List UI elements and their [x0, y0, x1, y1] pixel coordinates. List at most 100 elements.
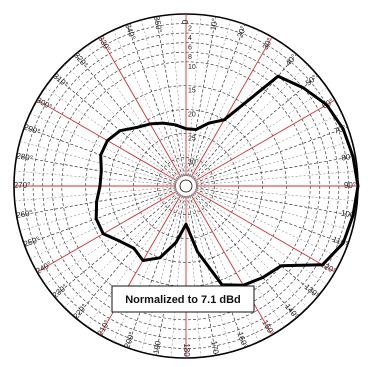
angle-spoke — [19, 188, 177, 231]
angle-spoke — [189, 24, 246, 177]
radial-tick-labels: 2 4 6 8 10 15 20 25 30 — [188, 26, 196, 167]
angle-spoke — [195, 155, 356, 185]
angle-spoke — [187, 195, 217, 356]
angle-spoke — [19, 141, 177, 184]
angle-spoke — [195, 141, 353, 184]
angle-tick-label: 0 — [181, 19, 190, 24]
angle-tick-label: 180 — [182, 343, 191, 357]
angle-spoke — [141, 195, 184, 353]
angle-tick-label: 140° — [283, 302, 301, 320]
pattern-line — [94, 74, 360, 287]
radial-tick-label: 10 — [188, 64, 196, 71]
angle-tick-label: 350° — [152, 15, 164, 33]
angle-spoke — [75, 54, 180, 179]
radial-tick-label: 25 — [188, 135, 196, 142]
angle-spoke — [189, 195, 246, 348]
angle-spoke — [113, 194, 183, 342]
angle-spoke — [189, 194, 259, 342]
pattern-series — [94, 74, 360, 287]
radial-tick-label: 20 — [188, 112, 196, 119]
angle-tick-label: 80° — [341, 152, 354, 163]
radial-tick-label: 6 — [188, 45, 192, 52]
angle-spoke — [195, 187, 356, 217]
angle-tick-label: 190 — [152, 340, 163, 355]
angle-tick-label: 250° — [22, 235, 41, 249]
angle-tick-label: 300° — [35, 96, 54, 112]
angle-tick-label: 280° — [16, 151, 34, 163]
angle-spoke — [87, 194, 181, 328]
angle-tick-label: 130° — [303, 282, 321, 300]
radial-tick-label: 15 — [188, 88, 196, 95]
angle-spoke — [87, 44, 181, 178]
angle-spoke — [192, 192, 308, 308]
angle-spoke — [195, 189, 348, 246]
angle-spoke — [170, 14, 186, 177]
radial-tick-label: 30 — [188, 159, 196, 166]
angle-tick-label: 100 — [340, 209, 355, 220]
angle-spoke — [64, 192, 180, 308]
angle-spoke — [99, 194, 182, 336]
angle-spoke — [99, 36, 182, 178]
angle-tick-label: 30° — [261, 36, 275, 51]
angle-spoke — [188, 19, 231, 177]
angle-tick-label: 20° — [235, 25, 248, 39]
angle-tick-label: 270° — [14, 181, 31, 190]
annotation-text: Normalized to 7.1 dBd — [125, 294, 241, 306]
angle-spoke — [14, 186, 177, 202]
angle-spoke — [194, 87, 328, 181]
angle-spoke — [14, 170, 177, 186]
angle-spoke — [141, 19, 184, 177]
radial-tick-label: 4 — [188, 35, 192, 42]
angle-spoke — [193, 75, 318, 180]
radial-tick-label: 2 — [188, 26, 192, 33]
angle-spoke — [191, 44, 285, 178]
angle-tick-label: 210° — [96, 318, 112, 337]
annotation-box — [111, 285, 255, 313]
angle-spoke — [190, 194, 273, 336]
angle-spoke — [190, 36, 273, 178]
angle-spoke — [189, 30, 259, 178]
angle-spoke — [188, 195, 231, 353]
angle-spoke — [187, 16, 217, 177]
angle-spoke — [36, 190, 178, 273]
angle-spoke — [186, 14, 202, 177]
angle-spoke — [194, 190, 336, 273]
angle-spoke — [30, 189, 178, 259]
angle-spoke — [155, 16, 185, 177]
angle-spoke — [126, 24, 183, 177]
angle-spoke — [24, 189, 177, 246]
angle-spoke — [192, 54, 297, 179]
angle-spoke — [192, 193, 297, 318]
angle-spoke — [194, 189, 342, 259]
angle-spoke — [195, 170, 358, 186]
angle-spoke — [126, 195, 183, 348]
angle-spoke — [170, 195, 186, 358]
angle-spoke — [113, 30, 183, 178]
angle-spoke — [195, 126, 348, 183]
angle-spoke — [54, 75, 179, 180]
angle-spoke — [44, 87, 178, 181]
angle-spoke — [155, 195, 185, 356]
angle-spoke — [195, 188, 353, 231]
angle-spoke — [195, 186, 358, 202]
angle-spoke — [186, 195, 202, 358]
angle-spoke — [194, 113, 342, 183]
angle-tick-label: 90° — [344, 181, 356, 190]
angle-spoke — [75, 193, 180, 318]
angle-tick-label: 240° — [34, 260, 53, 276]
center-ring — [179, 179, 193, 193]
angle-spoke — [54, 192, 179, 297]
angle-spoke — [194, 99, 336, 182]
angle-tick-label: 340° — [123, 22, 137, 41]
angle-spoke — [64, 64, 180, 180]
angle-tick-label: 260° — [15, 208, 33, 220]
angle-spoke — [194, 191, 328, 285]
normalization-annotation: Normalized to 7.1 dBd — [111, 285, 255, 313]
angle-tick-label: 330° — [96, 34, 112, 53]
angle-tick-label: 320° — [72, 51, 90, 69]
angle-spoke — [192, 64, 308, 180]
angle-tick-label: 10° — [209, 18, 220, 31]
angle-tick-label: 170 — [209, 340, 220, 355]
